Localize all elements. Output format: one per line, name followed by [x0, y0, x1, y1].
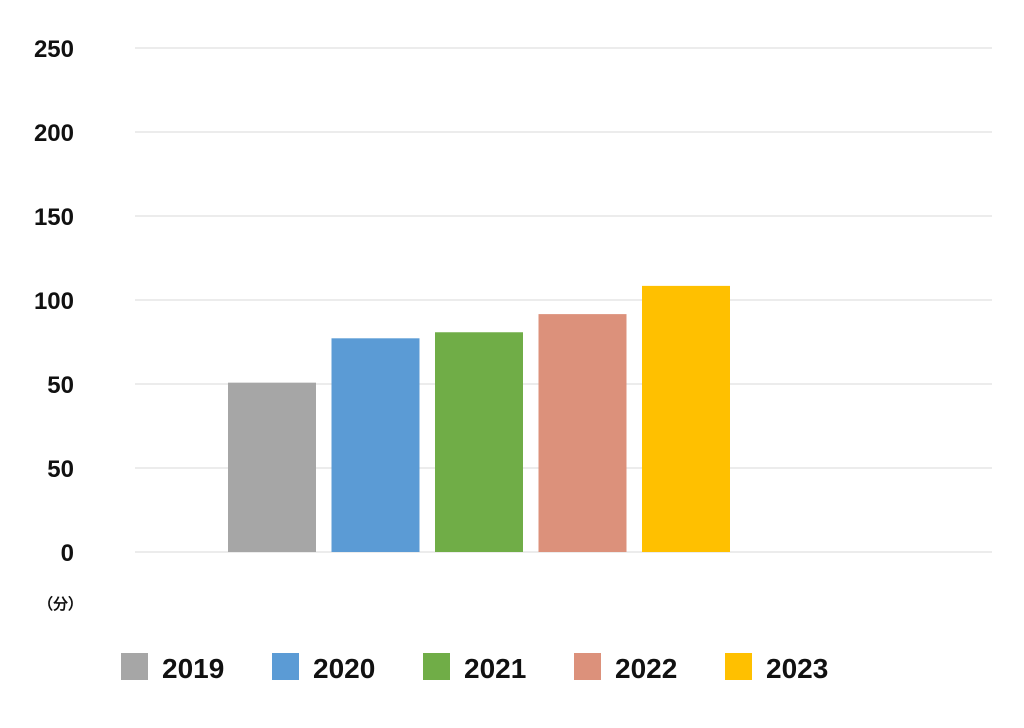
legend-swatch-2021: [423, 653, 450, 680]
legend-swatch-2022: [574, 653, 601, 680]
legend-label-2019: 2019: [162, 653, 224, 684]
y-tick-label: 200: [34, 120, 74, 147]
bar-2020: [331, 338, 420, 552]
legend-swatch-2020: [272, 653, 299, 680]
y-axis-unit-label: （分）: [38, 595, 83, 613]
bar-2019: [228, 382, 316, 552]
bar-2021: [435, 332, 523, 552]
legend-swatch-2019: [121, 653, 148, 680]
legend: 2019 2020 2021 2022 2023: [121, 653, 828, 684]
bar-2022: [538, 314, 627, 552]
legend-label-2021: 2021: [464, 653, 526, 684]
y-tick-label: 250: [34, 36, 74, 63]
bar-2023: [642, 285, 730, 552]
y-tick-label: 150: [34, 204, 74, 231]
y-tick-label: 50: [47, 372, 74, 399]
legend-label-2022: 2022: [615, 653, 677, 684]
y-axis-tick-labels: 0 50 50 100 150 200 250: [34, 36, 74, 567]
y-tick-label: 0: [61, 540, 74, 567]
legend-label-2023: 2023: [766, 653, 828, 684]
legend-swatch-2023: [725, 653, 752, 680]
legend-label-2020: 2020: [313, 653, 375, 684]
y-tick-label: 50: [47, 456, 74, 483]
bars: [228, 285, 730, 552]
y-tick-label: 100: [34, 288, 74, 315]
